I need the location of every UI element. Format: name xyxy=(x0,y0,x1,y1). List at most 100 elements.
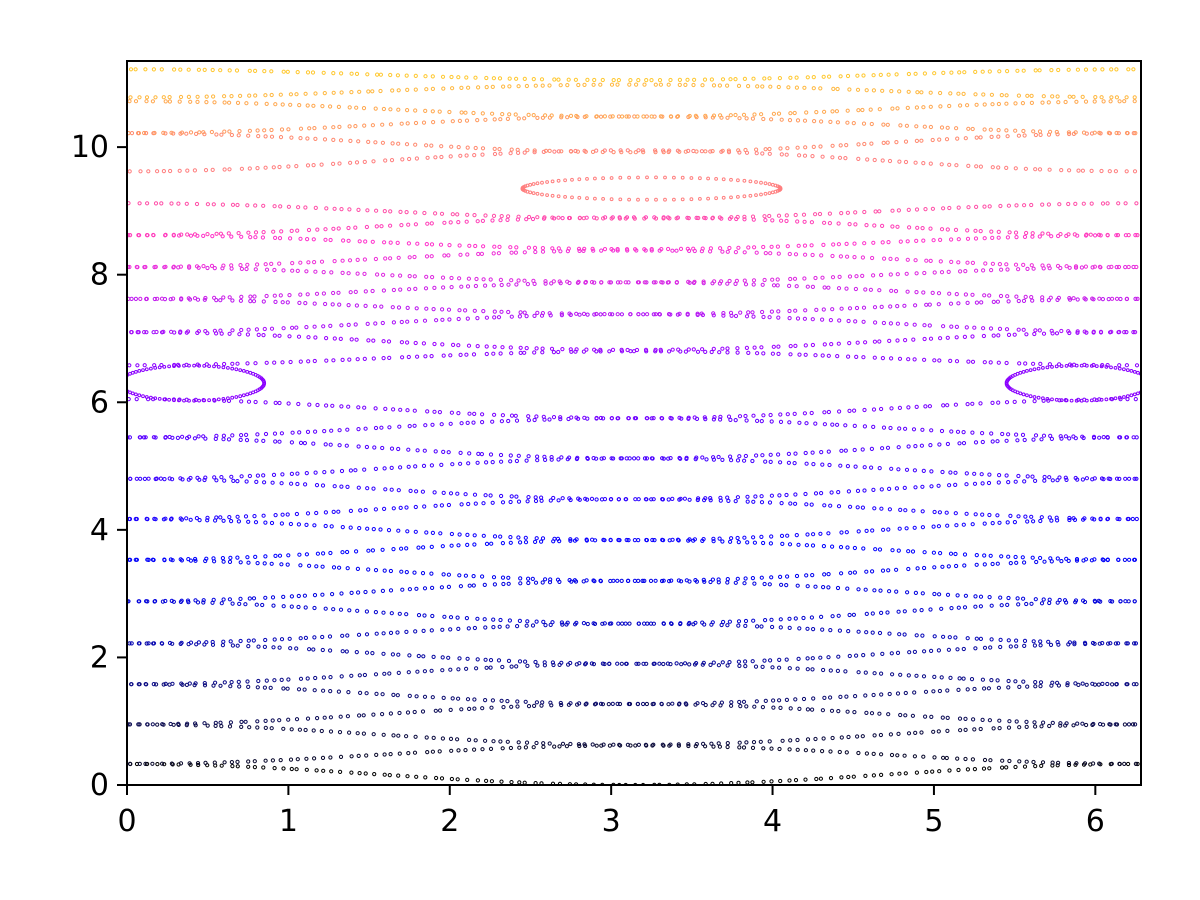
data-point xyxy=(312,635,317,640)
data-point xyxy=(1124,682,1129,687)
data-point xyxy=(795,316,801,321)
data-point xyxy=(370,288,375,294)
data-point xyxy=(701,281,706,286)
data-point xyxy=(119,385,122,388)
data-point xyxy=(986,686,992,691)
data-point xyxy=(920,509,925,514)
data-point xyxy=(619,150,624,155)
data-point xyxy=(239,399,244,404)
data-point xyxy=(601,216,606,221)
data-point xyxy=(430,74,435,79)
data-point xyxy=(868,287,874,292)
data-point xyxy=(862,141,867,147)
data-point xyxy=(1080,434,1085,439)
data-point xyxy=(204,94,209,99)
data-point xyxy=(913,730,918,736)
data-point xyxy=(397,710,402,716)
data-point xyxy=(192,436,197,441)
data-point xyxy=(508,453,513,458)
data-point xyxy=(829,342,834,347)
data-point xyxy=(313,269,318,274)
data-point xyxy=(524,623,529,628)
data-point xyxy=(1048,129,1053,134)
data-point xyxy=(306,227,312,233)
data-point xyxy=(533,659,538,665)
data-point xyxy=(390,273,395,278)
data-point xyxy=(1134,682,1139,687)
data-point xyxy=(609,497,614,502)
data-point xyxy=(1114,130,1119,136)
data-point xyxy=(471,110,476,116)
data-point xyxy=(245,679,250,684)
data-point xyxy=(996,360,1001,365)
data-point xyxy=(298,636,303,641)
data-point xyxy=(810,656,815,661)
data-point xyxy=(826,285,831,290)
data-point xyxy=(803,145,808,150)
data-point xyxy=(263,93,268,98)
data-point xyxy=(279,677,284,683)
data-point xyxy=(348,160,353,165)
data-point xyxy=(1132,476,1137,481)
data-point xyxy=(711,660,716,665)
data-point xyxy=(424,274,429,279)
data-point xyxy=(373,568,379,573)
data-point xyxy=(966,205,971,210)
data-point xyxy=(364,609,369,614)
data-point xyxy=(973,512,978,517)
data-point xyxy=(692,415,697,420)
data-point xyxy=(237,332,242,337)
data-point xyxy=(229,132,234,138)
data-point xyxy=(239,724,244,730)
data-point xyxy=(188,233,194,238)
data-point xyxy=(556,215,561,220)
data-point xyxy=(133,296,138,301)
data-point xyxy=(1083,557,1089,562)
data-point xyxy=(1041,94,1046,99)
data-point xyxy=(248,235,253,240)
data-point xyxy=(388,568,393,574)
data-point xyxy=(203,475,208,480)
data-point xyxy=(988,758,993,763)
data-point xyxy=(272,678,277,683)
data-point xyxy=(974,204,979,209)
data-point xyxy=(373,106,378,111)
data-point xyxy=(539,77,545,82)
data-point xyxy=(955,136,960,141)
data-point xyxy=(389,611,394,616)
data-point xyxy=(1076,168,1081,173)
data-point xyxy=(158,476,163,481)
data-point xyxy=(1069,363,1074,368)
data-point xyxy=(221,365,226,370)
data-point xyxy=(1096,682,1101,687)
data-point xyxy=(388,711,393,716)
data-point xyxy=(856,142,861,147)
data-point xyxy=(691,246,696,251)
data-point xyxy=(787,542,793,547)
data-point xyxy=(153,366,158,370)
data-point xyxy=(475,219,480,224)
data-point xyxy=(424,143,429,148)
data-point xyxy=(118,384,121,387)
data-point xyxy=(236,133,241,138)
data-point xyxy=(404,612,409,617)
data-point xyxy=(860,273,865,278)
data-point xyxy=(371,159,376,164)
data-point xyxy=(938,551,943,556)
data-point xyxy=(599,280,604,285)
data-point xyxy=(255,725,260,730)
data-point xyxy=(362,405,367,410)
data-point xyxy=(499,493,504,499)
data-point xyxy=(1064,477,1069,482)
data-point xyxy=(524,314,529,319)
data-point xyxy=(763,459,768,464)
data-point xyxy=(583,279,589,285)
data-point xyxy=(777,665,782,670)
data-point xyxy=(498,117,503,122)
data-point xyxy=(474,276,479,282)
data-point xyxy=(946,564,951,569)
data-point xyxy=(432,285,437,290)
data-point xyxy=(1048,556,1053,561)
data-point xyxy=(686,347,691,352)
data-point xyxy=(1016,267,1021,272)
